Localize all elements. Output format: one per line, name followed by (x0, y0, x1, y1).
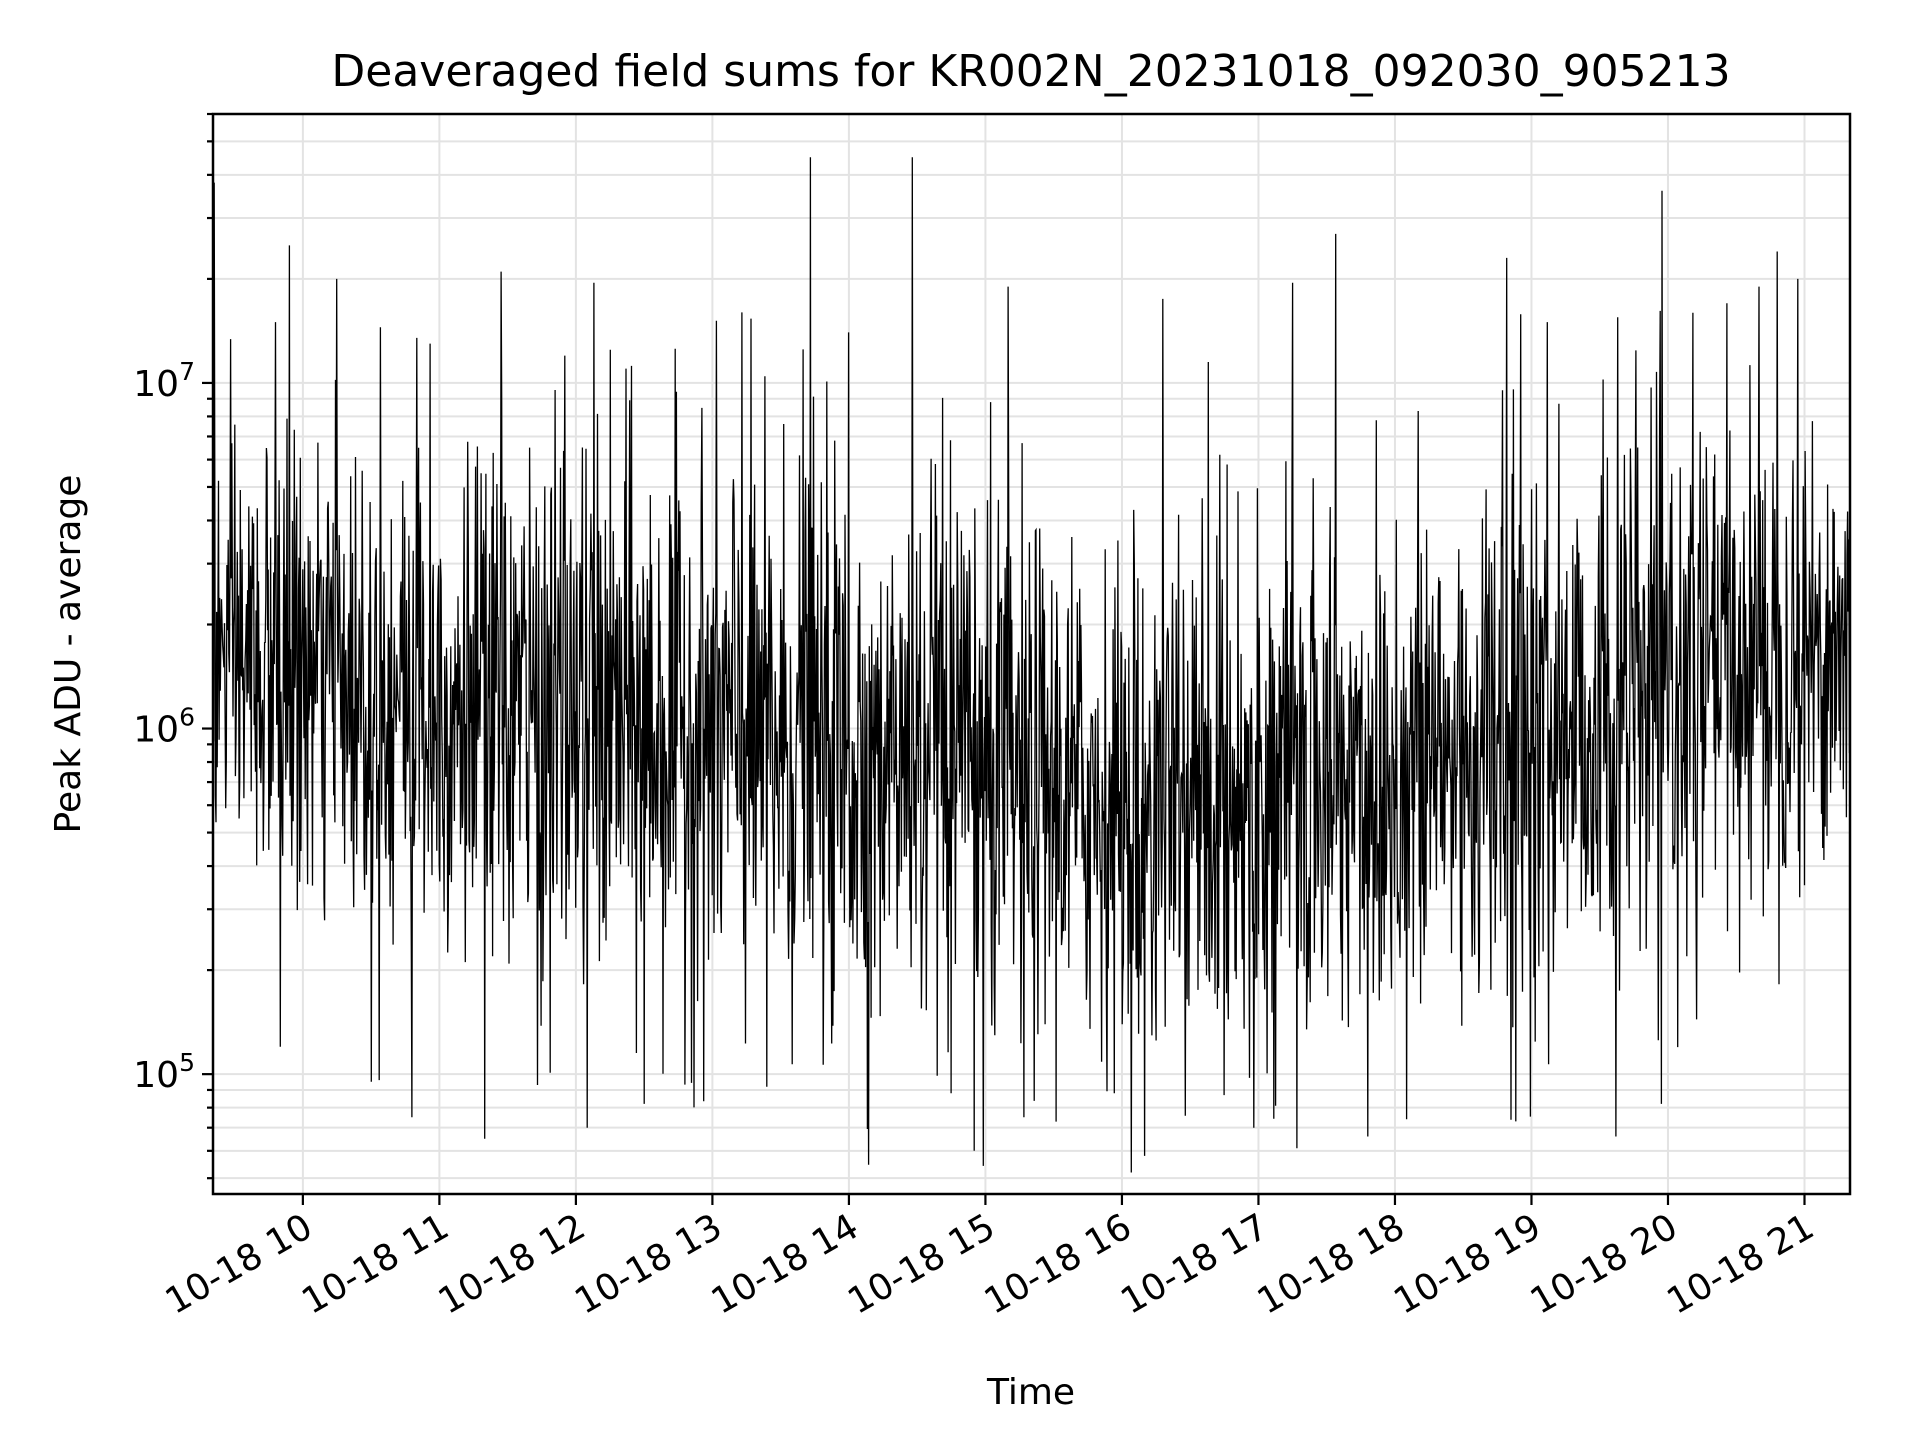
series-line (212, 157, 1851, 1173)
y-tick-label: 106 (133, 703, 195, 751)
plot-frame (211, 112, 1852, 1196)
y-axis-ticks: 105 106 107 (133, 112, 213, 1180)
series-group (212, 157, 1851, 1173)
chart-title: Deaveraged field sums for KR002N_2023101… (331, 46, 1730, 97)
x-axis-label: Time (986, 1372, 1075, 1413)
y-axis-label: Peak ADU - average (48, 475, 89, 834)
y-tick-label: 105 (133, 1048, 195, 1096)
y-tick-label: 107 (133, 357, 195, 405)
